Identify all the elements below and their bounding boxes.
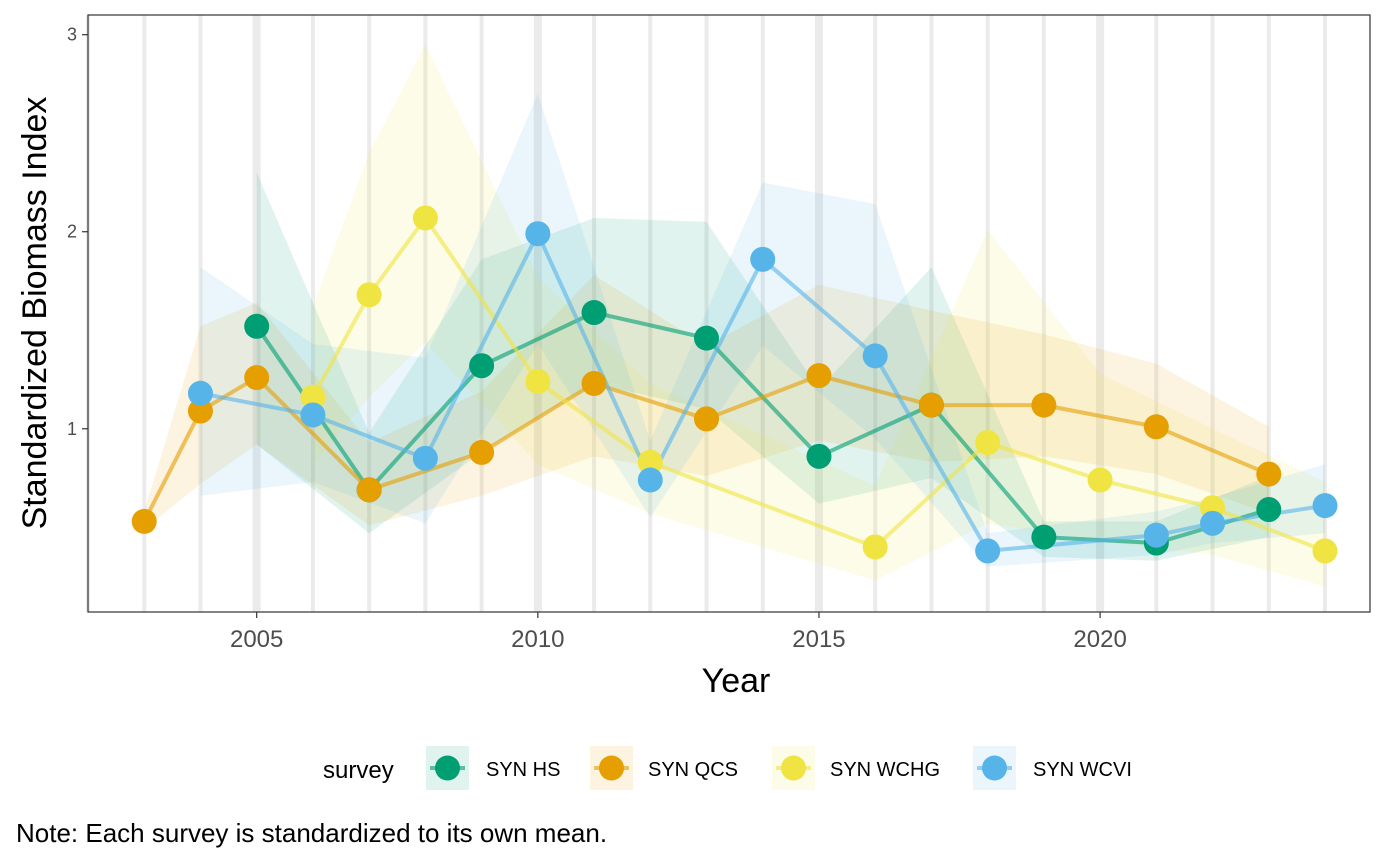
x-tick-label-2020: 2020 — [1073, 626, 1126, 653]
point-syn-wchg-2008 — [412, 205, 438, 231]
x-axis-title: Year — [702, 662, 771, 700]
plot-panel-border — [87, 14, 1371, 613]
point-syn-qcs-2021 — [1143, 414, 1169, 440]
point-syn-qcs-2023 — [1256, 461, 1282, 487]
point-syn-wcvi-2024 — [1312, 493, 1338, 519]
point-syn-hs-2013 — [694, 325, 720, 351]
point-syn-qcs-2013 — [694, 406, 720, 432]
point-syn-hs-2009 — [469, 353, 495, 379]
line-syn-wchg — [311, 215, 1326, 553]
point-syn-wchg-2024 — [1312, 538, 1338, 564]
point-syn-qcs-2015 — [806, 363, 832, 389]
point-syn-wcvi-2006 — [300, 402, 326, 428]
point-syn-qcs-2005 — [244, 365, 270, 391]
legend-key-point-syn-wcvi — [982, 755, 1007, 781]
band-syn-wcvi — [200, 93, 1326, 567]
point-syn-wcvi-2022 — [1200, 510, 1226, 536]
legend-item-syn-wchg: SYN WCHG — [772, 746, 940, 790]
point-syn-wchg-2007 — [356, 282, 382, 308]
legend-item-syn-hs: SYN HS — [426, 746, 560, 790]
point-syn-wcvi-2010 — [525, 221, 551, 247]
legend-item-syn-wcvi: SYN WCVI — [973, 746, 1132, 790]
legend: survey SYN HS SYN QCS SYN WCHG SYN WCVI — [323, 746, 1132, 790]
y-axis-title: Standardized Biomass Index — [16, 97, 54, 530]
band-syn-wchg — [312, 44, 1326, 587]
point-syn-wcvi-2014 — [750, 246, 776, 272]
point-syn-hs-2019 — [1031, 524, 1057, 550]
x-tick-label-2015: 2015 — [792, 626, 845, 653]
point-syn-qcs-2004 — [187, 398, 213, 424]
y-tick-label-2: 2 — [67, 222, 77, 242]
point-syn-qcs-2007 — [356, 477, 382, 503]
point-syn-hs-2011 — [581, 300, 607, 326]
point-syn-wchg-2010 — [525, 368, 551, 394]
legend-key-point-syn-hs — [435, 755, 460, 781]
legend-title: survey — [323, 757, 394, 784]
point-syn-qcs-2017 — [918, 392, 944, 418]
point-syn-qcs-2011 — [581, 370, 607, 396]
legend-label-syn-wchg: SYN WCHG — [830, 759, 940, 781]
point-syn-wchg-2012 — [637, 449, 663, 475]
x-tick-label-2010: 2010 — [511, 626, 564, 653]
point-syn-wchg-2016 — [862, 534, 888, 560]
legend-key-point-syn-qcs — [599, 755, 624, 781]
point-syn-qcs-2003 — [131, 508, 157, 534]
point-syn-wcvi-2008 — [412, 445, 438, 471]
legend-item-syn-qcs: SYN QCS — [590, 746, 738, 790]
point-syn-wcvi-2021 — [1143, 522, 1169, 548]
point-syn-qcs-2019 — [1031, 392, 1057, 418]
legend-label-syn-qcs: SYN QCS — [648, 759, 738, 781]
point-syn-qcs-2009 — [469, 439, 495, 465]
point-syn-wchg-2006 — [300, 384, 326, 410]
point-syn-wcvi-2016 — [862, 343, 888, 369]
point-syn-wchg-2020 — [1087, 467, 1113, 493]
point-syn-hs-2005 — [244, 313, 270, 339]
x-tick-label-2005: 2005 — [230, 626, 283, 653]
y-tick-label-3: 3 — [67, 25, 77, 45]
legend-label-syn-wcvi: SYN WCVI — [1033, 759, 1132, 781]
point-syn-wchg-2018 — [975, 430, 1001, 456]
axes: 2005 2010 2015 2020 1 2 3 — [67, 25, 1127, 653]
point-syn-hs-2023 — [1256, 497, 1282, 523]
point-syn-wcvi-2012 — [637, 467, 663, 493]
y-tick-label-1: 1 — [67, 419, 77, 439]
legend-label-syn-hs: SYN HS — [486, 759, 560, 781]
series-points — [131, 205, 1338, 564]
point-syn-hs-2015 — [806, 443, 832, 469]
legend-key-point-syn-wchg — [781, 755, 806, 781]
point-syn-wcvi-2004 — [187, 380, 213, 406]
caption: Note: Each survey is standardized to its… — [16, 818, 607, 848]
band-syn-hs — [256, 172, 1269, 561]
point-syn-wcvi-2018 — [975, 538, 1001, 564]
